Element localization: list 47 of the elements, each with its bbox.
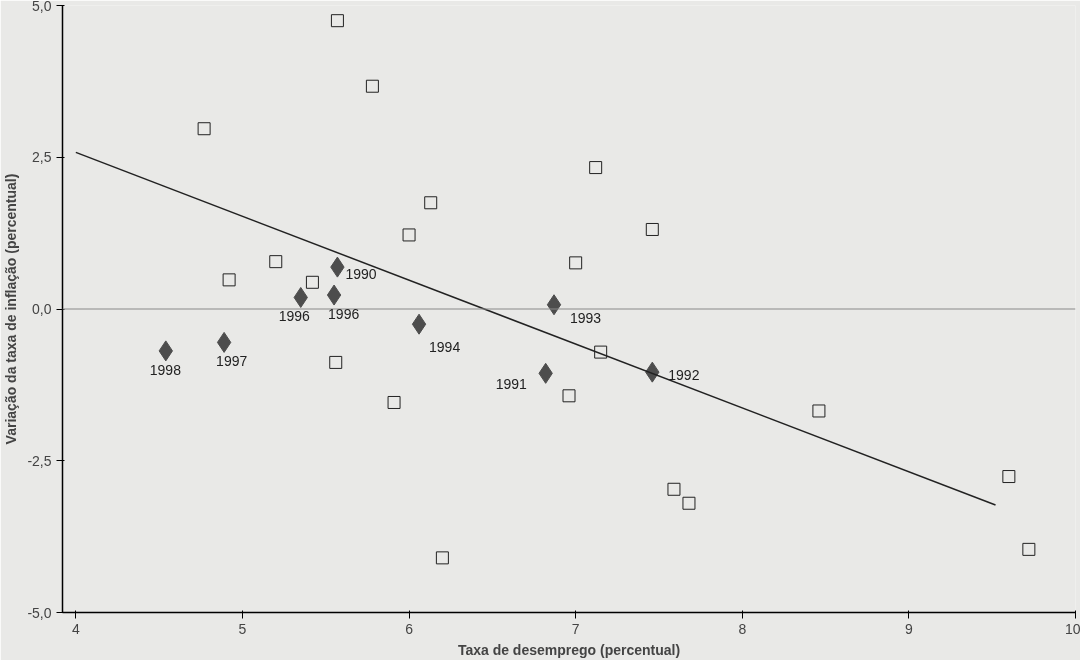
point xyxy=(1002,470,1016,484)
point xyxy=(402,228,416,242)
x-tick-label: 7 xyxy=(571,620,580,637)
y-tick-label: -5,0 xyxy=(27,604,52,621)
point xyxy=(1022,542,1036,556)
annotation: 1996 xyxy=(328,306,360,323)
point xyxy=(329,355,343,369)
point xyxy=(330,14,344,28)
x-tick-label: 9 xyxy=(905,620,913,637)
x-tick-label: 6 xyxy=(405,620,414,637)
point xyxy=(645,222,659,236)
point xyxy=(435,551,449,565)
point xyxy=(365,79,379,93)
point xyxy=(562,389,576,403)
point xyxy=(326,284,342,306)
x-axis-title: Taxa de desemprego (percentual) xyxy=(457,641,681,658)
point xyxy=(222,273,236,287)
x-tick-label: 8 xyxy=(738,620,747,637)
point xyxy=(569,256,583,270)
point xyxy=(682,496,696,510)
annotation: 1993 xyxy=(570,309,602,326)
annotation: 1997 xyxy=(216,353,248,370)
point xyxy=(424,196,438,210)
x-tick-label: 10 xyxy=(1064,620,1081,637)
annotation: 1992 xyxy=(668,367,700,384)
point xyxy=(812,404,826,418)
y-tick-label: 5,0 xyxy=(32,0,52,14)
point xyxy=(667,482,681,496)
y-axis-title: Variação da taxa de inflação (percentual) xyxy=(3,173,20,445)
point xyxy=(594,345,608,359)
point xyxy=(387,395,401,409)
y-tick-label: 2,5 xyxy=(32,149,52,166)
y-tick-label: -2,5 xyxy=(27,452,52,469)
point xyxy=(216,331,232,353)
point xyxy=(589,161,603,175)
x-tick-label: 4 xyxy=(71,620,80,637)
y-tick-label: 0,0 xyxy=(32,301,52,317)
annotation: 1990 xyxy=(345,266,377,283)
annotation: 1991 xyxy=(495,376,528,393)
point xyxy=(197,122,211,136)
point xyxy=(305,275,319,289)
point xyxy=(411,313,427,335)
x-tick-label: 5 xyxy=(238,620,247,637)
annotation: 1996 xyxy=(278,308,311,325)
point xyxy=(269,255,283,269)
annotation: 1994 xyxy=(429,339,461,356)
annotation: 1998 xyxy=(149,361,182,378)
